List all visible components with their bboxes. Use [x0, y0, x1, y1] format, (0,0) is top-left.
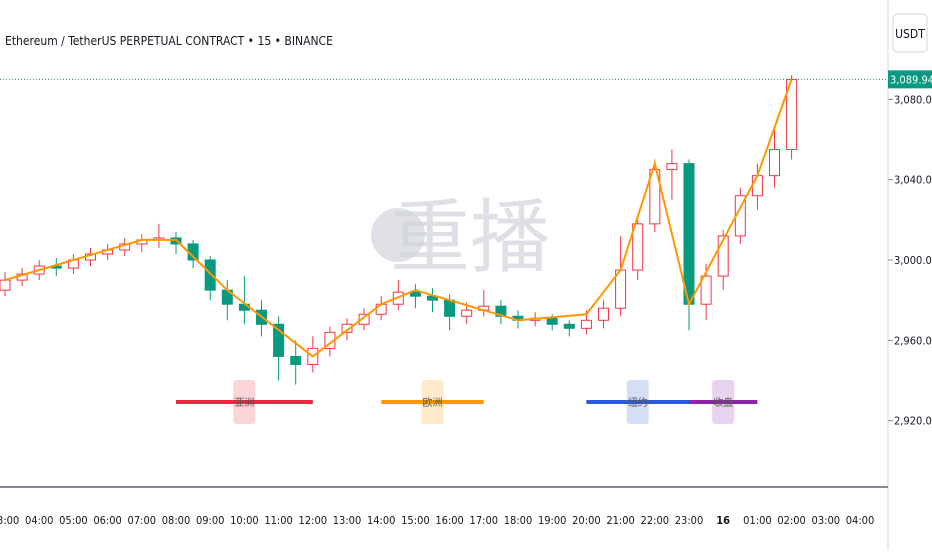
- last-price-label: 3,089.94: [890, 73, 932, 86]
- session-tag: [421, 380, 444, 424]
- candle-body: [563, 323, 575, 329]
- session-label: 收盘: [713, 396, 733, 409]
- session-label: 欧洲: [423, 397, 443, 409]
- x-tick-label: 22:00: [641, 514, 670, 527]
- x-tick-label: 06:00: [93, 514, 122, 527]
- candle-body: [341, 323, 353, 333]
- candle-body: [598, 307, 609, 321]
- watermark-icon: [371, 208, 425, 262]
- x-tick-label: 08:00: [162, 514, 191, 527]
- candle-body: [751, 175, 763, 197]
- y-tick-label: 3,000.00: [894, 254, 932, 267]
- candle-body: [204, 259, 216, 291]
- candle-body: [666, 163, 678, 171]
- candle-body: [290, 355, 302, 365]
- candle-body: [546, 317, 558, 325]
- candle-body: [649, 169, 661, 225]
- y-tick-label: 3,080.00: [894, 93, 932, 106]
- session-label: 亚洲: [234, 397, 254, 409]
- candle-body: [683, 163, 695, 305]
- x-tick-label: 04:00: [25, 514, 54, 527]
- candle-body: [580, 319, 592, 329]
- candle-body: [717, 235, 729, 277]
- x-tick-label: 05:00: [59, 514, 88, 527]
- x-tick-label: 16: [716, 514, 730, 527]
- x-tick-label: 23:00: [675, 514, 704, 527]
- overlay-line: [4, 79, 793, 358]
- x-tick-label: 17:00: [470, 514, 499, 527]
- x-tick-label: 15:00: [401, 514, 430, 527]
- candle-body: [358, 313, 370, 325]
- x-tick-label: 12:00: [299, 514, 328, 527]
- x-tick-label: 11:00: [264, 514, 293, 527]
- session-label: 纽约: [628, 396, 648, 409]
- candle-body: [273, 323, 285, 357]
- watermark: 重播: [390, 191, 550, 284]
- x-tick-label: 01:00: [743, 514, 772, 527]
- session-tag: [233, 380, 256, 424]
- x-tick-label: 13:00: [333, 514, 362, 527]
- symbol-title: Ethereum / TetherUS PERPETUAL CONTRACT •…: [5, 34, 333, 48]
- x-tick-label: 16:00: [435, 514, 464, 527]
- candle-body: [444, 299, 456, 317]
- x-tick-label: 14:00: [367, 514, 396, 527]
- x-tick-label: 03:00: [812, 514, 841, 527]
- y-tick-label: 3,040.00: [894, 174, 932, 187]
- candle-body: [409, 291, 421, 297]
- session-tag: [712, 380, 735, 424]
- x-tick-label: 04:00: [846, 514, 875, 527]
- session-tag: [626, 380, 649, 424]
- candle-body: [461, 309, 473, 317]
- x-tick-label: 20:00: [572, 514, 601, 527]
- candle-body: [700, 275, 712, 305]
- x-tick-label: 18:00: [504, 514, 533, 527]
- x-tick-label: 19:00: [538, 514, 567, 527]
- x-tick-label: 02:00: [777, 514, 806, 527]
- y-tick-label: 2,920.00: [894, 415, 932, 428]
- y-tick-label: 2,960.00: [894, 334, 932, 347]
- x-tick-label: 07:00: [128, 514, 157, 527]
- x-tick-label: 03:00: [0, 514, 19, 527]
- currency-label[interactable]: USDT: [895, 27, 925, 41]
- x-tick-label: 21:00: [606, 514, 635, 527]
- last-price-box: [888, 70, 932, 89]
- candle-body: [632, 223, 644, 271]
- candle-body: [0, 279, 11, 291]
- candle-body: [769, 149, 780, 177]
- currency-button[interactable]: [892, 13, 928, 53]
- x-tick-label: 09:00: [196, 514, 225, 527]
- x-tick-label: 10:00: [230, 514, 259, 527]
